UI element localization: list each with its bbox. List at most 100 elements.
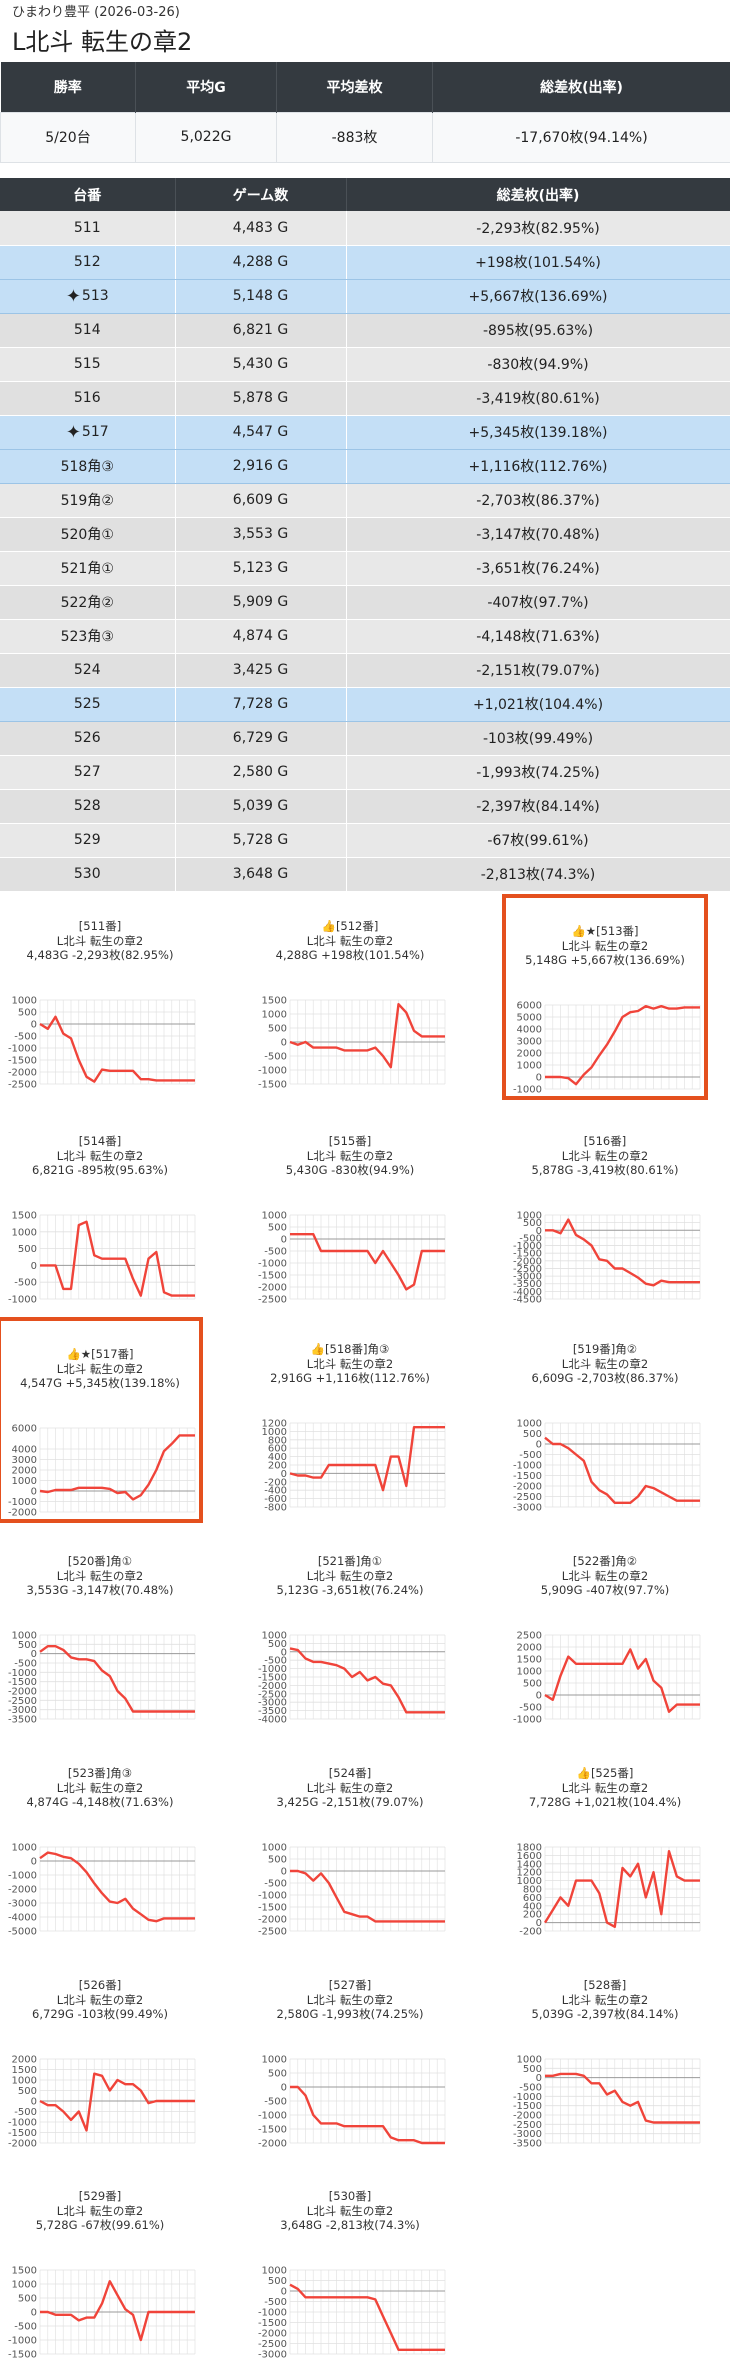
machine-number-cell: 514	[0, 313, 175, 347]
y-tick-label: -500	[264, 1247, 287, 1258]
chart-title-line: 👍★[513番]	[505, 924, 705, 939]
diff-line-chart: 10005000-500-1000-1500-2000-2500-3000-35…	[505, 2051, 705, 2151]
y-tick-label: 3000	[12, 1455, 37, 1466]
cell-text: 2,916 G	[233, 458, 288, 474]
cell-text: +1,116枚(112.76%)	[468, 459, 607, 475]
cell-text: -67枚(99.61%)	[487, 833, 588, 849]
cell-text: 514	[74, 322, 101, 338]
cell-text: -3,419枚(80.61%)	[476, 391, 599, 407]
games-cell: 5,728 G	[175, 823, 346, 857]
games-cell: 6,729 G	[175, 721, 346, 755]
chart-machine-number: [525番]	[591, 1766, 633, 1780]
games-cell: 4,288 G	[175, 245, 346, 279]
machine-number-cell: 525	[0, 687, 175, 721]
y-tick-label: 6000	[12, 1424, 37, 1435]
cell-text: 520角①	[61, 527, 114, 543]
col-total-diff[interactable]: 総差枚(出率)	[346, 178, 730, 211]
y-tick-label: -2500	[258, 1295, 287, 1306]
thumbs-up-icon: 👍★	[571, 924, 596, 938]
chart-stats: 5,430G -830枚(94.9%)	[250, 1163, 450, 1178]
diff-cell: +1,021枚(104.4%)	[346, 687, 730, 721]
chart-title-line: [530番]	[250, 2189, 450, 2204]
chart-machine-name: L北斗 転生の章2	[250, 1149, 450, 1164]
diff-cell: -830枚(94.9%)	[346, 347, 730, 381]
summary-total-diff: -17,670枚(94.14%)	[433, 112, 730, 162]
games-cell: 4,874 G	[175, 619, 346, 653]
col-machine-number[interactable]: 台番	[0, 178, 175, 211]
cell-text: -3,147枚(70.48%)	[476, 527, 599, 543]
y-tick-label: -2000	[8, 1068, 37, 1079]
y-tick-label: 3000	[517, 1037, 542, 1048]
y-tick-label: -800	[264, 1503, 287, 1514]
cell-text: +1,021枚(104.4%)	[473, 697, 603, 713]
cell-text: 512	[74, 254, 101, 270]
cell-text: 4,288 G	[233, 254, 288, 270]
machine-number-cell: 519角②	[0, 483, 175, 517]
diff-line-chart: 10005000-500-1000-1500-2000-2500-3000-35…	[250, 1627, 450, 1727]
y-tick-label: -500	[14, 1032, 37, 1043]
cell-text: 513	[82, 288, 109, 304]
cell-text: -103枚(99.49%)	[483, 731, 593, 747]
page-title: L北斗 転生の章2	[12, 22, 192, 57]
chart-title-line: 👍[518番]角③	[250, 1342, 450, 1357]
chart-title-line: [524番]	[250, 1766, 450, 1781]
y-tick-label: -500	[14, 2322, 37, 2333]
y-tick-label: 1500	[262, 996, 287, 1007]
cell-text: +5,345枚(139.18%)	[468, 425, 607, 441]
y-tick-label: 0	[31, 2097, 37, 2108]
games-cell: 7,728 G	[175, 687, 346, 721]
y-tick-label: -1000	[258, 2111, 287, 2122]
machine-number-cell: 527	[0, 755, 175, 789]
y-tick-label: -1500	[258, 1903, 287, 1914]
chart-machine-name: L北斗 転生の章2	[250, 934, 450, 949]
y-tick-label: -2000	[258, 1283, 287, 1294]
y-tick-label: -1000	[513, 1461, 542, 1472]
col-games[interactable]: ゲーム数	[175, 178, 346, 211]
diff-cell: -103枚(99.49%)	[346, 721, 730, 755]
